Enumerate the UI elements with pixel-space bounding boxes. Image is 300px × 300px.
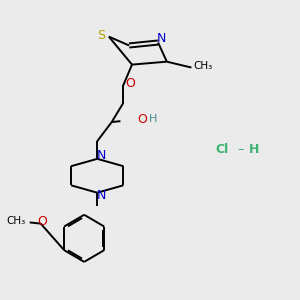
Text: H: H: [149, 114, 158, 124]
Text: N: N: [156, 32, 166, 46]
Text: CH₃: CH₃: [194, 61, 213, 71]
Text: H: H: [249, 143, 259, 157]
Text: O: O: [125, 77, 135, 90]
Text: O: O: [137, 112, 147, 126]
Text: N: N: [97, 149, 106, 162]
Text: –: –: [238, 143, 244, 157]
Text: N: N: [97, 189, 106, 202]
Text: Cl: Cl: [215, 143, 229, 157]
Text: CH₃: CH₃: [6, 216, 26, 226]
Text: O: O: [37, 215, 47, 228]
Text: S: S: [98, 29, 106, 42]
